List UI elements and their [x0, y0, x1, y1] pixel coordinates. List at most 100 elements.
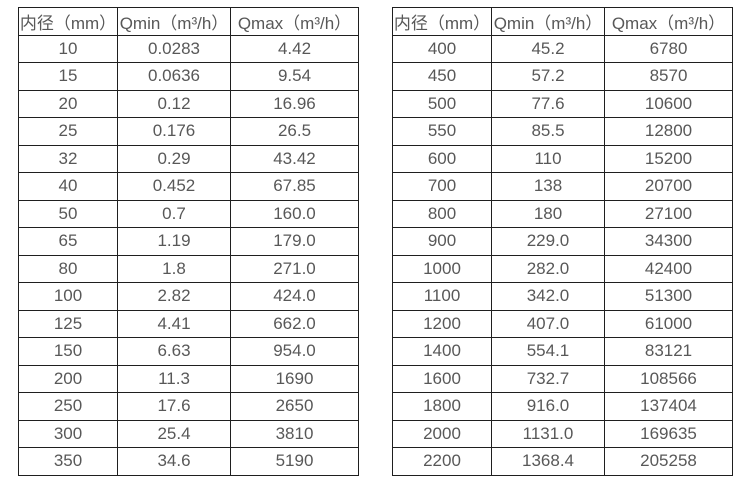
table-cell: 1131.0: [491, 419, 605, 448]
table-cell: 6780: [604, 34, 733, 63]
table-cell: 550: [392, 117, 492, 146]
table-cell: 169635: [604, 419, 733, 448]
table-cell: 10: [18, 34, 118, 63]
table-cell: 80: [18, 254, 118, 283]
table-row: 40 0.452 67.85: [18, 172, 359, 201]
table-row: 600 110 15200: [392, 144, 733, 173]
column-header-qmax: Qmax（m³/h）: [604, 7, 733, 36]
table-cell: 424.0: [230, 282, 359, 311]
table-cell: 9.54: [230, 62, 359, 91]
table-row: 10 0.0283 4.42: [18, 34, 359, 63]
table-cell: 65: [18, 227, 118, 256]
table-cell: 407.0: [491, 309, 605, 338]
table-cell: 4.42: [230, 34, 359, 63]
table-cell: 350: [18, 447, 118, 476]
table-cell: 32: [18, 144, 118, 173]
table-cell: 138: [491, 172, 605, 201]
table-cell: 25: [18, 117, 118, 146]
table-cell: 1368.4: [491, 447, 605, 476]
table-row: 100 2.82 424.0: [18, 282, 359, 311]
table-cell: 180: [491, 199, 605, 228]
table-cell: 1400: [392, 337, 492, 366]
table-cell: 200: [18, 364, 118, 393]
table-cell: 1.19: [117, 227, 231, 256]
table-cell: 1000: [392, 254, 492, 283]
header-row: 内径（mm） Qmin（m³/h） Qmax（m³/h）: [18, 7, 359, 36]
table-cell: 554.1: [491, 337, 605, 366]
table-cell: 400: [392, 34, 492, 63]
table-cell: 15: [18, 62, 118, 91]
table-cell: 34.6: [117, 447, 231, 476]
table-cell: 732.7: [491, 364, 605, 393]
table-cell: 57.2: [491, 62, 605, 91]
table-cell: 205258: [604, 447, 733, 476]
table-row: 200 11.3 1690: [18, 364, 359, 393]
table-cell: 6.63: [117, 337, 231, 366]
table-row: 32 0.29 43.42: [18, 144, 359, 173]
table-cell: 51300: [604, 282, 733, 311]
table-row: 150 6.63 954.0: [18, 337, 359, 366]
header-row: 内径（mm） Qmin（m³/h） Qmax（m³/h）: [392, 7, 733, 36]
table-cell: 600: [392, 144, 492, 173]
table-row: 450 57.2 8570: [392, 62, 733, 91]
table-row: 300 25.4 3810: [18, 419, 359, 448]
table-cell: 45.2: [491, 34, 605, 63]
table-row: 80 1.8 271.0: [18, 254, 359, 283]
table-cell: 500: [392, 89, 492, 118]
table-cell: 271.0: [230, 254, 359, 283]
table-cell: 67.85: [230, 172, 359, 201]
table-row: 1000 282.0 42400: [392, 254, 733, 283]
table-cell: 108566: [604, 364, 733, 393]
table-row: 20 0.12 16.96: [18, 89, 359, 118]
table-cell: 282.0: [491, 254, 605, 283]
table-cell: 1690: [230, 364, 359, 393]
table-row: 125 4.41 662.0: [18, 309, 359, 338]
table-cell: 8570: [604, 62, 733, 91]
table-cell: 16.96: [230, 89, 359, 118]
table-cell: 450: [392, 62, 492, 91]
table-cell: 700: [392, 172, 492, 201]
spec-table-small-diameters: 内径（mm） Qmin（m³/h） Qmax（m³/h） 10 0.0283 4.4…: [18, 7, 359, 476]
column-header-qmin: Qmin（m³/h）: [117, 7, 231, 36]
column-header-diameter: 内径（mm）: [392, 7, 492, 36]
table-cell: 10600: [604, 89, 733, 118]
table-cell: 85.5: [491, 117, 605, 146]
table-cell: 2200: [392, 447, 492, 476]
table-cell: 40: [18, 172, 118, 201]
table-row: 1400 554.1 83121: [392, 337, 733, 366]
table-row: 800 180 27100: [392, 199, 733, 228]
table-cell: 77.6: [491, 89, 605, 118]
table-cell: 83121: [604, 337, 733, 366]
table-cell: 15200: [604, 144, 733, 173]
table-cell: 800: [392, 199, 492, 228]
table-cell: 0.452: [117, 172, 231, 201]
table-row: 2200 1368.4 205258: [392, 447, 733, 476]
table-row: 2000 1131.0 169635: [392, 419, 733, 448]
table-row: 1200 407.0 61000: [392, 309, 733, 338]
table-cell: 229.0: [491, 227, 605, 256]
table-row: 15 0.0636 9.54: [18, 62, 359, 91]
table-cell: 0.0283: [117, 34, 231, 63]
table-cell: 3810: [230, 419, 359, 448]
table-cell: 916.0: [491, 392, 605, 421]
table-cell: 11.3: [117, 364, 231, 393]
table-cell: 34300: [604, 227, 733, 256]
table-row: 500 77.6 10600: [392, 89, 733, 118]
table-cell: 1600: [392, 364, 492, 393]
spec-table-large-diameters: 内径（mm） Qmin（m³/h） Qmax（m³/h） 400 45.2 6780…: [392, 7, 733, 476]
table-cell: 250: [18, 392, 118, 421]
table-row: 250 17.6 2650: [18, 392, 359, 421]
table-cell: 160.0: [230, 199, 359, 228]
table-cell: 125: [18, 309, 118, 338]
table-cell: 0.29: [117, 144, 231, 173]
table-cell: 110: [491, 144, 605, 173]
table-cell: 5190: [230, 447, 359, 476]
table-cell: 0.176: [117, 117, 231, 146]
table-cell: 1200: [392, 309, 492, 338]
table-row: 1800 916.0 137404: [392, 392, 733, 421]
table-cell: 42400: [604, 254, 733, 283]
table-row: 350 34.6 5190: [18, 447, 359, 476]
table-row: 1600 732.7 108566: [392, 364, 733, 393]
table-cell: 2.82: [117, 282, 231, 311]
